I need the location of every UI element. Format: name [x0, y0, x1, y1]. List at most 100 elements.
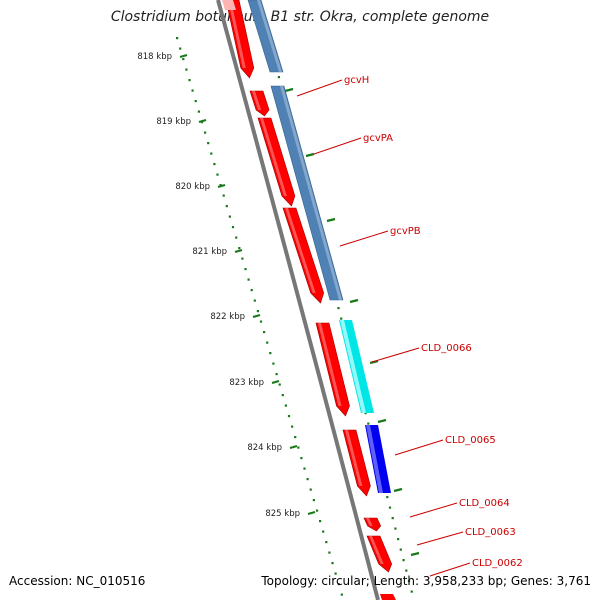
tick-layer: 818 kbp 819 kbp 820 kbp 821 kbp 822 kbp 823 k… — [137, 34, 420, 596]
ruler-dot — [278, 383, 281, 386]
ruler-dot — [197, 110, 200, 113]
ruler-dot — [231, 226, 235, 229]
gene-label-leader — [339, 230, 389, 247]
ruler-dot — [188, 79, 191, 82]
strand-dot — [364, 412, 367, 415]
gene-label-CLD_0066[interactable]: CLD_0066 — [421, 343, 472, 354]
ruler-dot — [312, 499, 315, 502]
scale-tick — [234, 248, 243, 254]
ruler-dot — [309, 488, 312, 491]
cds-arrow-highlight — [366, 518, 373, 526]
gene-label-CLD_0062[interactable]: CLD_0062 — [472, 558, 523, 569]
cds-arrow[interactable] — [363, 517, 382, 532]
strand-dot — [386, 496, 389, 499]
ruler-dot — [238, 247, 241, 250]
ruler-dot — [213, 163, 216, 166]
cds-arrow-highlight — [260, 118, 287, 196]
strand-tick — [305, 152, 315, 158]
feature-match-layer — [247, 0, 391, 493]
strand-dot — [337, 307, 340, 310]
cds-arrow-highlight — [345, 430, 363, 486]
gene-label-CLD_0063[interactable]: CLD_0063 — [465, 527, 516, 538]
cds-layer — [222, 0, 396, 600]
ruler-dot — [266, 341, 269, 344]
strand-tick — [410, 551, 420, 557]
strand-dot — [388, 506, 392, 509]
ruler-dot — [294, 436, 297, 439]
ruler-dot — [228, 215, 231, 218]
gene-label-leader — [394, 439, 444, 456]
gene-label-gcvPB[interactable]: gcvPB — [390, 226, 421, 237]
ruler-dot — [222, 194, 225, 197]
ruler-dot — [259, 320, 263, 323]
scale-tick-label: 820 kbp — [175, 182, 210, 192]
scale-tick-label: 821 kbp — [192, 247, 227, 257]
ruler-dot — [325, 541, 328, 544]
gene-label-CLD_0064[interactable]: CLD_0064 — [459, 498, 510, 509]
ruler-dot — [191, 89, 194, 92]
ruler-dot — [235, 236, 238, 239]
ruler-dot — [269, 352, 272, 355]
scale-tick — [289, 444, 298, 450]
scale-tick — [198, 118, 207, 124]
accession-text: Accession: NC_010516 — [9, 574, 146, 588]
scale-tick-label: 823 kbp — [229, 378, 264, 388]
scale-tick — [217, 183, 226, 189]
match-bar-steel-highlight — [257, 0, 282, 72]
match-bar-blue-highlight — [366, 425, 383, 493]
ruler-dot — [331, 562, 334, 565]
ruler-dot — [219, 184, 222, 187]
ruler-dot — [179, 47, 182, 50]
ruler-dot — [297, 446, 300, 449]
strand-dot — [397, 538, 400, 541]
strand-dot — [399, 548, 402, 551]
strand-tick — [377, 418, 387, 424]
ruler-dot — [322, 530, 325, 533]
ruler-dot — [340, 593, 343, 596]
ruler-dot — [300, 457, 303, 460]
strand-dot — [407, 580, 411, 583]
ruler-dot — [315, 509, 319, 512]
strand-dot — [367, 422, 370, 425]
strand-tick — [284, 87, 294, 93]
genome-stats-text: Topology: circular; Length: 3,958,233 bp… — [261, 574, 591, 588]
ruler-dot — [247, 278, 250, 281]
ruler-dot — [303, 467, 306, 470]
cds-arrow-faded — [222, 0, 236, 10]
match-bar-steel-highlight — [280, 86, 342, 300]
cds-arrow[interactable] — [249, 90, 270, 117]
ruler-dot — [281, 394, 284, 397]
ruler-dot — [216, 173, 219, 176]
ruler-dot — [334, 572, 337, 575]
ruler-dot — [319, 520, 322, 523]
strand-dot — [410, 590, 413, 593]
genome-backbone — [216, 0, 380, 600]
ruler-dot — [284, 404, 287, 407]
cds-arrow[interactable] — [380, 594, 396, 600]
ruler-dot — [256, 310, 259, 313]
scale-tick-label: 818 kbp — [137, 52, 172, 62]
ruler-dot — [291, 425, 294, 428]
ruler-dot — [287, 415, 291, 418]
gene-label-gcvPA[interactable]: gcvPA — [363, 133, 393, 144]
gene-label-leader — [416, 531, 464, 546]
ruler-dot — [185, 68, 188, 71]
ruler-dot — [182, 58, 185, 61]
scale-tick — [179, 53, 188, 59]
ruler-dot — [328, 551, 331, 554]
gene-label-gcvH[interactable]: gcvH — [344, 75, 369, 86]
ruler-dot — [204, 131, 207, 134]
gene-label-leader — [429, 562, 471, 577]
ruler-dot — [275, 373, 278, 376]
ruler-dot — [337, 583, 340, 586]
gene-label-CLD_0065[interactable]: CLD_0065 — [445, 435, 496, 446]
strand-tick — [349, 298, 359, 304]
cds-arrow-highlight — [285, 208, 316, 293]
gene-label-leader — [371, 347, 420, 363]
ruler-dot — [272, 362, 275, 365]
strand-tick — [369, 359, 379, 365]
gene-label-leader — [313, 137, 362, 155]
gene-label-layer: gcvH gcvPA gcvPB CLD_0066 CLD_0065 CLD_0064 CL… — [296, 75, 523, 577]
cds-arrow-highlight — [252, 91, 262, 110]
